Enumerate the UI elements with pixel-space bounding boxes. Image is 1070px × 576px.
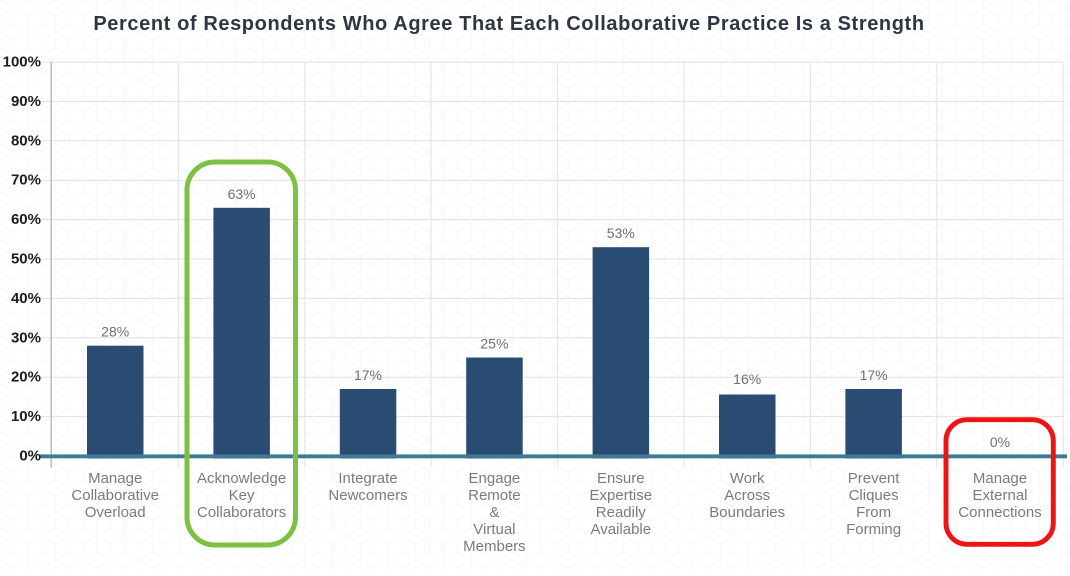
svg-text:&: & (489, 504, 499, 521)
svg-text:External: External (972, 487, 1027, 504)
svg-text:Boundaries: Boundaries (709, 504, 785, 521)
svg-text:30%: 30% (11, 329, 41, 346)
svg-text:Ensure: Ensure (597, 470, 645, 487)
svg-text:60%: 60% (11, 211, 41, 228)
svg-text:28%: 28% (101, 324, 129, 340)
svg-text:90%: 90% (11, 93, 41, 110)
svg-text:Percent of Respondents Who Agr: Percent of Respondents Who Agree That Ea… (93, 13, 924, 35)
svg-text:25%: 25% (480, 336, 508, 352)
svg-text:16%: 16% (733, 371, 761, 387)
svg-text:Manage: Manage (88, 470, 142, 487)
svg-text:0%: 0% (990, 434, 1010, 450)
svg-text:Virtual: Virtual (473, 521, 515, 538)
svg-text:Cliques: Cliques (849, 487, 899, 504)
svg-text:Remote: Remote (468, 487, 521, 504)
svg-text:Integrate: Integrate (338, 470, 397, 487)
svg-text:Across: Across (724, 487, 770, 504)
svg-text:Newcomers: Newcomers (328, 487, 407, 504)
svg-text:Engage: Engage (469, 470, 521, 487)
svg-text:From: From (856, 504, 891, 521)
svg-text:50%: 50% (11, 251, 41, 268)
svg-text:Overload: Overload (85, 504, 146, 521)
svg-text:63%: 63% (228, 186, 256, 202)
svg-text:Collaborators: Collaborators (197, 504, 286, 521)
svg-text:Members: Members (463, 538, 526, 555)
svg-text:Key: Key (229, 487, 255, 504)
svg-text:17%: 17% (860, 367, 888, 383)
svg-text:Connections: Connections (958, 504, 1041, 521)
svg-text:Readily: Readily (596, 504, 647, 521)
svg-text:10%: 10% (11, 408, 41, 425)
svg-text:Work: Work (730, 470, 765, 487)
svg-text:0%: 0% (19, 448, 41, 465)
svg-text:17%: 17% (354, 367, 382, 383)
svg-text:53%: 53% (607, 225, 635, 241)
svg-text:Acknowledge: Acknowledge (197, 470, 286, 487)
svg-text:Available: Available (590, 521, 651, 538)
svg-text:80%: 80% (11, 132, 41, 149)
svg-text:Expertise: Expertise (590, 487, 653, 504)
svg-text:40%: 40% (11, 290, 41, 307)
svg-text:Manage: Manage (973, 470, 1027, 487)
svg-text:Prevent: Prevent (848, 470, 901, 487)
svg-text:100%: 100% (3, 54, 41, 71)
svg-text:Collaborative: Collaborative (71, 487, 159, 504)
svg-text:20%: 20% (11, 369, 41, 386)
svg-text:70%: 70% (11, 172, 41, 189)
svg-text:Forming: Forming (846, 521, 901, 538)
